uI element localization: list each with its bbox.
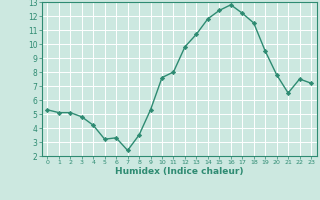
X-axis label: Humidex (Indice chaleur): Humidex (Indice chaleur) bbox=[115, 167, 244, 176]
